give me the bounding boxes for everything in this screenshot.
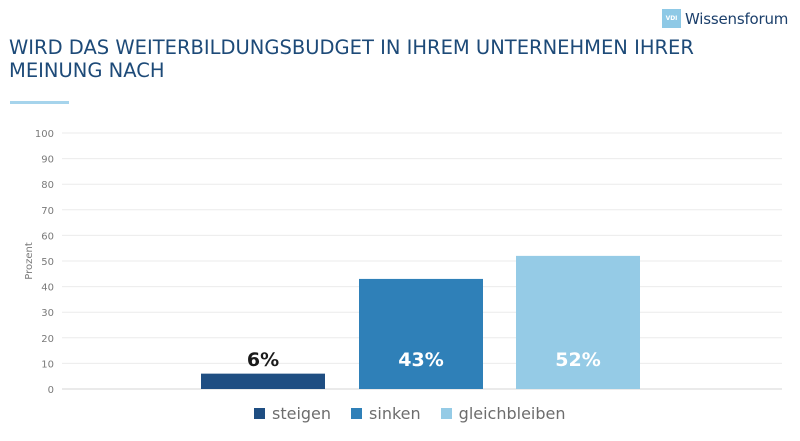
title-underline — [10, 101, 69, 104]
legend-item-gleichbleiben: gleichbleiben — [440, 404, 566, 423]
y-tick-label: 100 — [35, 129, 54, 140]
y-tick-label: 20 — [41, 334, 54, 345]
y-tick-label: 30 — [41, 308, 54, 319]
legend-label-steigen: steigen — [272, 404, 332, 423]
y-tick-label: 70 — [41, 206, 54, 217]
legend-label-gleichbleiben: gleichbleiben — [458, 404, 566, 423]
legend-swatch-sinken — [351, 408, 363, 419]
y-tick-label: 90 — [41, 155, 54, 166]
bar-sinken — [359, 278, 483, 389]
y-tick-label: 60 — [41, 231, 54, 242]
bar-steigen — [201, 373, 325, 389]
chart-title-line-2: MEINUNG NACH — [9, 59, 165, 82]
y-tick-label: 40 — [41, 283, 54, 294]
legend-item-sinken: sinken — [351, 404, 421, 423]
legend-item-steigen: steigen — [254, 404, 331, 423]
bar-gleichbleiben — [516, 255, 640, 389]
chart-title-line-1: WIRD DAS WEITERBILDUNGSBUDGET IN IHREM U… — [9, 36, 694, 59]
chart-legend: steigen sinken gleichbleiben — [254, 404, 586, 423]
data-label-steigen: 6% — [247, 349, 279, 371]
legend-swatch-steigen — [254, 408, 265, 419]
y-tick-label: 0 — [48, 385, 54, 396]
legend-swatch-gleichbleiben — [440, 408, 452, 419]
y-tick-label: 10 — [41, 359, 54, 370]
legend-label-sinken: sinken — [369, 404, 421, 423]
logo-text: Wissensforum — [685, 9, 789, 28]
data-label-sinken: 43% — [398, 349, 443, 371]
vdi-wissensforum-logo: VDI Wissensforum — [662, 9, 788, 28]
chart-title: WIRD DAS WEITERBILDUNGSBUDGET IN IHREM U… — [9, 36, 739, 82]
data-label-gleichbleiben: 52% — [555, 349, 600, 371]
y-axis-label: Prozent — [24, 242, 35, 280]
y-tick-label: 50 — [41, 257, 54, 268]
vdi-badge: VDI — [662, 9, 681, 28]
y-tick-label: 80 — [41, 180, 54, 191]
